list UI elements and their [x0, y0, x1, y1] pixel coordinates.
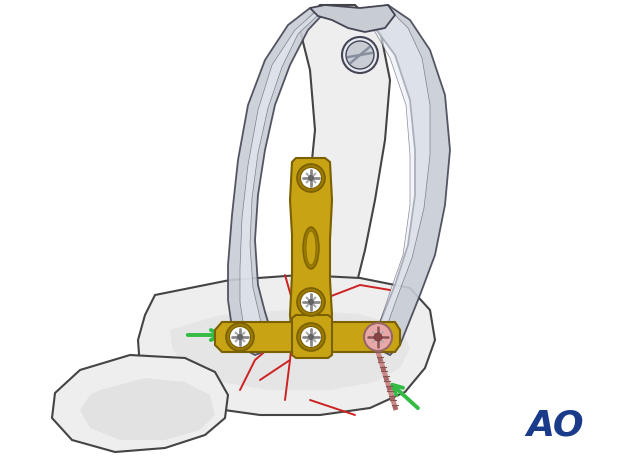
Polygon shape: [170, 310, 410, 390]
Polygon shape: [300, 5, 390, 330]
Circle shape: [301, 326, 322, 347]
Circle shape: [237, 335, 242, 340]
Circle shape: [229, 326, 250, 347]
Circle shape: [301, 168, 322, 189]
Circle shape: [309, 299, 314, 304]
Polygon shape: [215, 322, 296, 352]
Polygon shape: [228, 8, 325, 355]
Circle shape: [297, 288, 325, 316]
Circle shape: [309, 175, 314, 180]
Circle shape: [297, 164, 325, 192]
Polygon shape: [328, 322, 400, 352]
Text: AO: AO: [526, 408, 584, 442]
Circle shape: [374, 333, 382, 341]
Polygon shape: [360, 5, 450, 355]
Circle shape: [301, 291, 322, 313]
Ellipse shape: [303, 227, 319, 269]
Polygon shape: [138, 275, 435, 415]
Circle shape: [309, 335, 314, 340]
Polygon shape: [310, 5, 395, 32]
Ellipse shape: [306, 231, 316, 265]
Polygon shape: [80, 378, 215, 440]
Polygon shape: [290, 158, 332, 345]
Polygon shape: [240, 12, 318, 350]
Circle shape: [297, 323, 325, 351]
Circle shape: [226, 323, 254, 351]
Circle shape: [342, 37, 378, 73]
Circle shape: [346, 41, 374, 69]
Polygon shape: [292, 315, 332, 358]
Polygon shape: [362, 12, 430, 345]
Circle shape: [364, 323, 392, 351]
Polygon shape: [52, 355, 228, 452]
